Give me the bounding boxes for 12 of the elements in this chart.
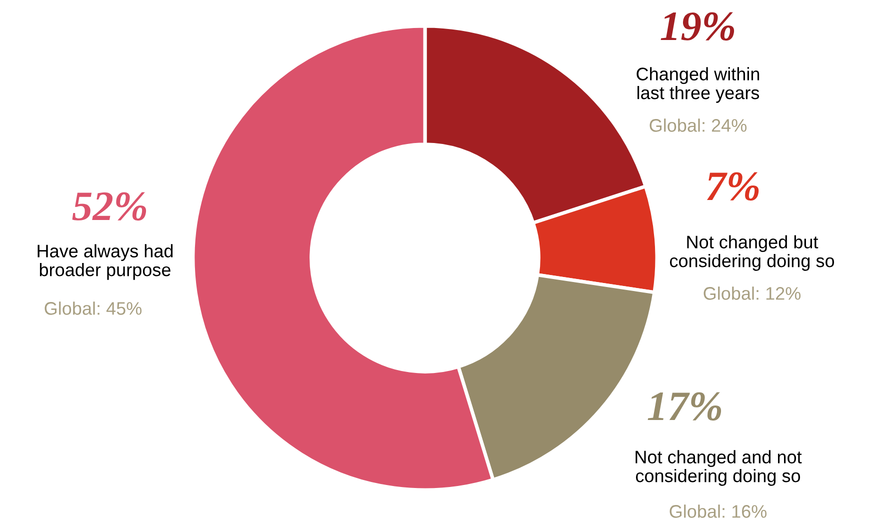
slice-label: Not changed but considering doing so — [670, 235, 834, 271]
slice-label: Changed within last three years — [636, 67, 760, 103]
text: Global: 16% — [670, 504, 767, 518]
data-label: 17% — [648, 392, 722, 421]
text: Global: 12% — [704, 286, 801, 300]
text: Global: 24% — [650, 118, 747, 132]
data-label: 7% — [706, 172, 759, 201]
data-label: 52% — [72, 192, 146, 221]
slice-label: Have always had broader purpose — [38, 244, 173, 280]
data-label: 19% — [660, 12, 734, 41]
text: Global: 45% — [44, 302, 142, 315]
slice-label: Not changed and not considering doing so — [636, 450, 802, 486]
